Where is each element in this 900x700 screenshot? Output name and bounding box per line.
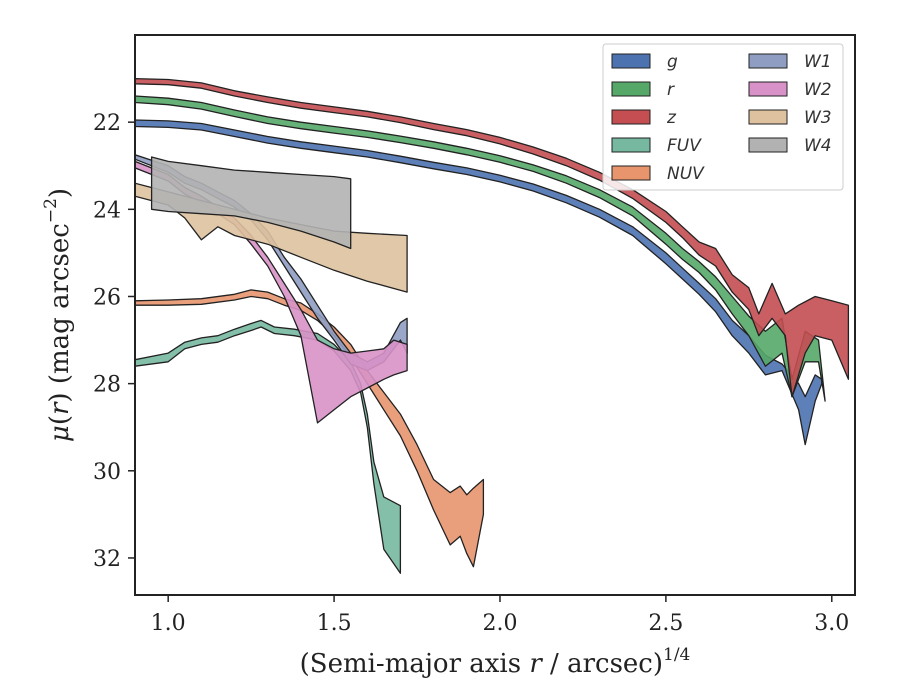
x-tick-label: 3.0 (814, 611, 849, 636)
y-tick-label: 26 (93, 285, 121, 310)
x-tick-label: 2.0 (482, 611, 517, 636)
y-axis-title-sup: −2 (41, 198, 61, 223)
legend-frame (602, 43, 844, 191)
legend-swatch-r (611, 81, 651, 97)
x-axis-title: (Semi-major axis r / arcsec)1/4 (300, 645, 691, 679)
x-tick-label: 2.5 (648, 611, 683, 636)
y-tick-label: 32 (93, 547, 121, 572)
y-tick-label: 24 (93, 198, 121, 223)
band-r (135, 95, 826, 402)
legend-swatch-z (611, 109, 651, 125)
band-nuv (135, 289, 485, 568)
x-axis-title-var: r (529, 649, 543, 679)
x-axis-title-mid: / arcsec) (542, 649, 663, 679)
legend-label-w3: W3 (804, 108, 832, 128)
legend-label-w1: W1 (804, 52, 832, 72)
legend-label-nuv: NUV (667, 164, 705, 184)
y-tick-label: 30 (93, 460, 121, 485)
legend-swatch-fuv (611, 137, 651, 153)
x-axis-title-pre: (Semi-major axis (300, 649, 530, 679)
y-tick-label: 28 (93, 373, 121, 398)
y-axis-title-units: (mag arcsec (45, 223, 75, 392)
y-axis-title-open: ( (45, 415, 75, 425)
legend-label-r: r (667, 80, 675, 100)
legend-label-w4: W4 (804, 136, 832, 156)
x-tick-label: 1.5 (317, 611, 352, 636)
plot-frame (134, 34, 856, 596)
legend-label-fuv: FUV (667, 136, 702, 156)
legend: grz FUV NUV W1 W2 W3 W4 (602, 43, 844, 191)
legend-swatch-w1 (748, 53, 788, 69)
legend-swatch-w4 (748, 137, 788, 153)
legend-label-g: g (667, 52, 678, 72)
x-tick-label: 1.0 (151, 611, 186, 636)
y-axis-title-mu: μ (45, 425, 75, 442)
ticks-layer: 1.0 1.5 2.0 2.5 3.0 22 24 26 28 30 32 (93, 111, 849, 636)
series-layer (135, 77, 850, 574)
legend-swatch-g (611, 53, 651, 69)
legend-label-w2: W2 (804, 80, 832, 100)
y-tick-label: 22 (93, 111, 121, 136)
legend-swatch-w2 (748, 81, 788, 97)
legend-label-z: z (666, 108, 677, 128)
x-axis-title-sup: 1/4 (663, 645, 690, 665)
y-axis-title: μ(r) (mag arcsec−2) (41, 188, 75, 442)
legend-swatch-w3 (748, 109, 788, 125)
y-axis-title-end: ) (45, 188, 75, 198)
y-axis-title-close: ) (45, 392, 75, 402)
y-axis-title-var: r (45, 401, 75, 415)
band-w4 (150, 156, 352, 250)
legend-swatch-nuv (611, 165, 651, 181)
band-z (135, 77, 850, 398)
band-fuv (135, 319, 402, 574)
